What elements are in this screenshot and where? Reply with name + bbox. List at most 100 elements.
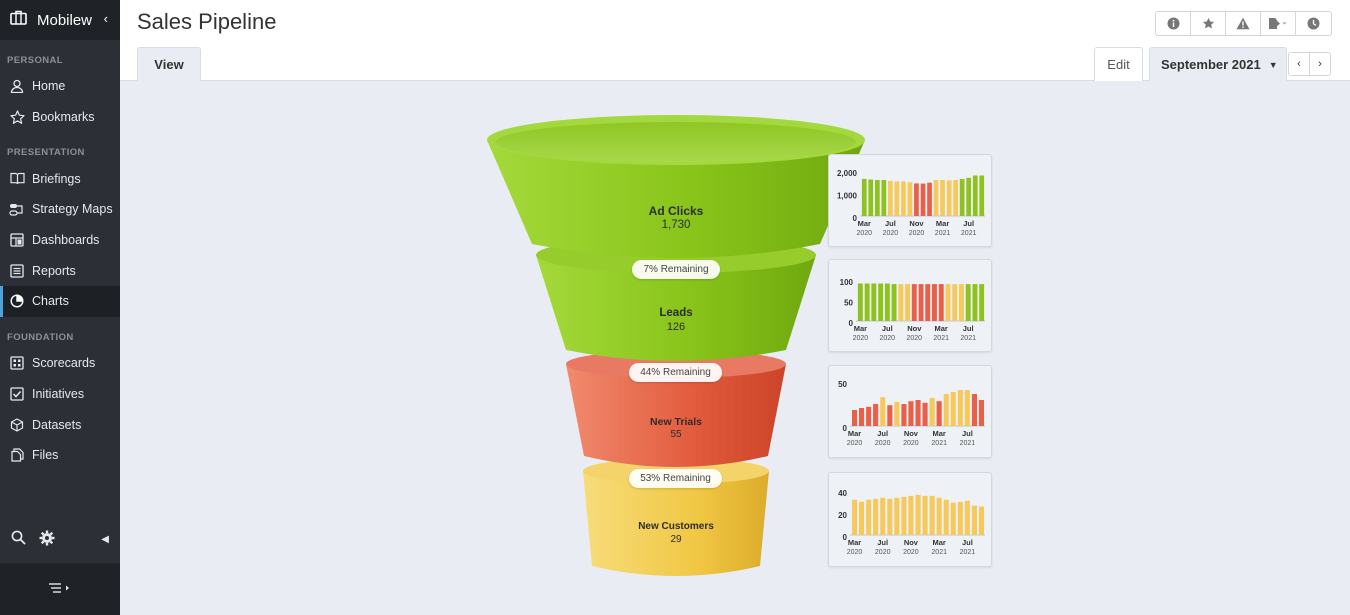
trend-chart-leads[interactable]: 100 50 0 Mar 2020 Jul 2020 Nov 2020 Mar 2021 Jul 202… — [828, 259, 992, 352]
bar — [915, 494, 921, 535]
trend-chart-ad-clicks[interactable]: 2,000 1,000 0 Mar 2020 Jul 2020 Nov 2020 Mar 2021 J… — [828, 154, 992, 247]
x-tick-year: 2020 — [875, 549, 891, 556]
sidebar-item-dashboards[interactable]: Dashboards — [0, 225, 120, 256]
bar — [964, 390, 970, 426]
x-tick-month: Mar — [848, 538, 861, 547]
sidebar-item-label: Initiatives — [32, 386, 85, 401]
bar — [878, 283, 884, 321]
sidebar-item-reports[interactable]: Reports — [0, 255, 120, 286]
pie-chart-icon — [9, 293, 25, 309]
x-tick-month: Jul — [963, 324, 974, 333]
y-tick-label: 50 — [838, 380, 847, 389]
briefcase-icon[interactable] — [10, 10, 27, 30]
sidebar-item-bookmarks[interactable]: Bookmarks — [0, 102, 120, 133]
trend-chart-new-trials[interactable]: 50 0 Mar 2020 Jul 2020 Nov 2020 Mar 2021 Jul 2021 — [828, 365, 992, 458]
tab-view[interactable]: View — [137, 47, 201, 81]
bar — [971, 394, 977, 426]
trend-chart-new-customers[interactable]: 40 20 0 Mar 2020 Jul 2020 Nov 2020 Mar 2021 Jul 2021 — [828, 472, 992, 567]
bar — [859, 408, 865, 426]
collapse-sidebar-icon[interactable]: ‹ — [103, 11, 108, 26]
menu-expand-icon[interactable] — [48, 581, 72, 597]
x-tick-year: 2020 — [880, 335, 896, 342]
caret-down-icon: ▼ — [1268, 59, 1278, 70]
gear-icon[interactable] — [39, 530, 55, 551]
bar — [959, 284, 964, 321]
x-tick-month: Mar — [933, 429, 946, 438]
bar — [979, 175, 985, 216]
bar — [952, 284, 958, 321]
bar — [864, 283, 870, 321]
bar — [927, 182, 932, 216]
x-tick-month: Mar — [933, 538, 946, 547]
bar — [901, 181, 906, 216]
history-icon[interactable] — [1296, 12, 1331, 35]
sidebar-item-charts[interactable]: Charts — [0, 286, 120, 317]
bar — [915, 400, 921, 426]
x-tick-month: Mar — [935, 324, 948, 333]
search-icon[interactable] — [11, 530, 26, 550]
stage-value: 29 — [670, 534, 682, 545]
y-tick-label: 1,000 — [837, 192, 858, 201]
sidebar-section-foundation: FOUNDATION Scorecards Initiatives Datase… — [0, 317, 120, 471]
bar — [891, 284, 897, 321]
page-header: Sales Pipeline View Edit September 2021 … — [120, 0, 1350, 81]
export-icon[interactable] — [1261, 12, 1296, 35]
warning-icon[interactable] — [1226, 12, 1261, 35]
funnel-stage-ad-clicks — [487, 140, 865, 258]
bar — [966, 177, 971, 217]
person-icon — [9, 78, 25, 94]
sidebar-item-strategy-maps[interactable]: Strategy Maps — [0, 194, 120, 225]
x-tick-year: 2020 — [847, 440, 863, 447]
collapse-left-icon[interactable]: ◀ — [101, 534, 109, 545]
bar — [922, 495, 928, 535]
bar — [950, 502, 956, 535]
x-tick-month: Jul — [962, 538, 973, 547]
bar — [925, 284, 931, 321]
sidebar-item-home[interactable]: Home — [0, 71, 120, 102]
sidebar-item-label: Dashboards — [32, 233, 100, 248]
bar — [920, 183, 926, 216]
report-icon — [9, 263, 25, 279]
sidebar-item-label: Charts — [32, 294, 69, 309]
bar — [873, 498, 879, 535]
previous-period-button[interactable]: ‹ — [1289, 53, 1310, 75]
period-selector[interactable]: September 2021 ▼ — [1149, 47, 1287, 81]
stage-value: 126 — [666, 321, 686, 333]
x-tick-year: 2021 — [931, 549, 947, 556]
bar — [929, 495, 935, 535]
funnel-opening — [496, 122, 856, 162]
bar — [918, 284, 924, 321]
book-icon — [9, 171, 25, 187]
bar — [914, 183, 919, 216]
bar — [959, 178, 965, 216]
stage-name: New Trials — [650, 416, 702, 428]
x-tick-year: 2020 — [853, 335, 869, 342]
bar — [901, 496, 907, 535]
x-tick-month: Jul — [877, 429, 888, 438]
bar — [972, 175, 978, 216]
edit-button[interactable]: Edit — [1094, 47, 1143, 81]
app-brand[interactable]: Mobilew — [37, 11, 93, 29]
next-period-button[interactable]: › — [1318, 58, 1322, 70]
bar — [932, 284, 937, 321]
sidebar-item-datasets[interactable]: Datasets — [0, 409, 120, 440]
cube-icon — [9, 417, 25, 433]
sidebar-item-files[interactable]: Files — [0, 440, 120, 471]
x-tick-year: 2020 — [857, 230, 873, 237]
sidebar-footer — [0, 563, 120, 615]
star-icon[interactable] — [1191, 12, 1226, 35]
info-icon[interactable] — [1156, 12, 1191, 35]
sidebar-item-label: Datasets — [32, 417, 82, 432]
remaining-pill: 7% Remaining — [632, 260, 720, 279]
bar — [957, 390, 963, 426]
scorecard-icon — [9, 355, 25, 371]
bar — [957, 501, 963, 535]
sidebar-item-initiatives[interactable]: Initiatives — [0, 379, 120, 410]
sidebar-item-scorecards[interactable]: Scorecards — [0, 348, 120, 379]
bar — [979, 284, 985, 321]
period-navigation: ‹ › — [1288, 52, 1331, 76]
sidebar-section-title: FOUNDATION — [7, 331, 74, 343]
sidebar-item-briefings[interactable]: Briefings — [0, 163, 120, 194]
mini-bar-chart: 100500Mar2020Jul2020Nov2020Mar2021Jul202… — [840, 278, 985, 342]
